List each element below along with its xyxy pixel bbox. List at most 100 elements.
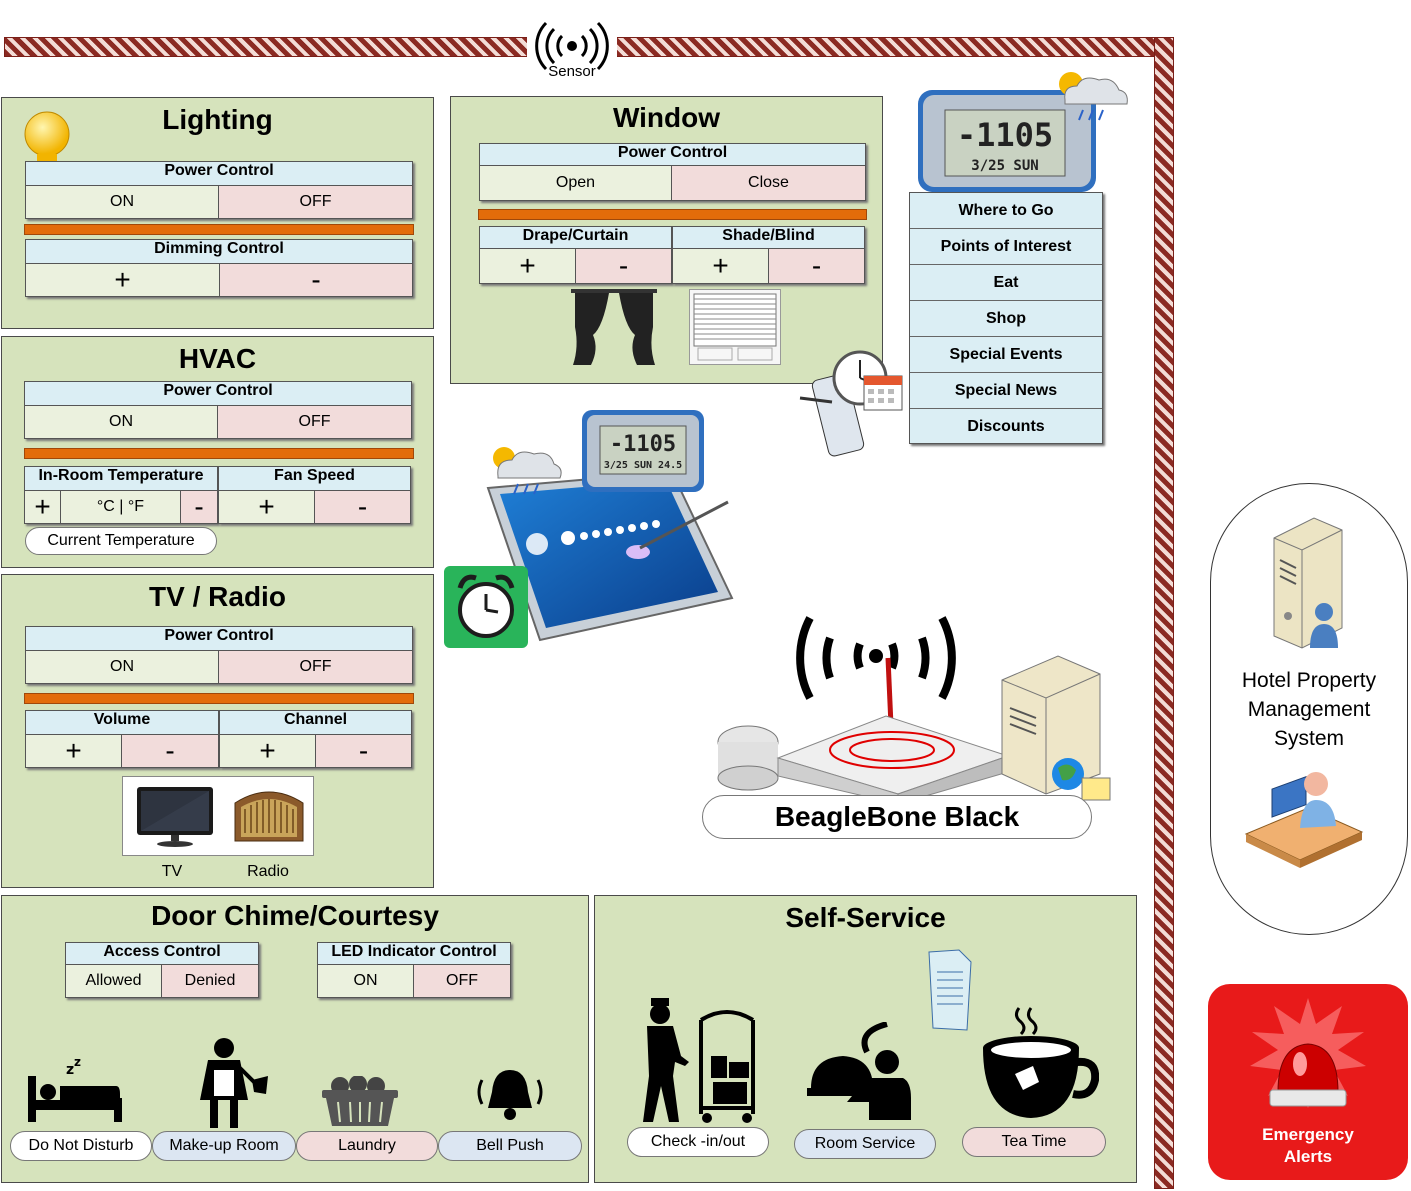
shade-plus-button[interactable]: + bbox=[673, 249, 769, 283]
siren-icon bbox=[1250, 998, 1366, 1108]
tv-channel-control: Channel + - bbox=[219, 710, 412, 768]
lighting-on-button[interactable]: ON bbox=[26, 186, 219, 218]
server-icon bbox=[1268, 516, 1348, 650]
menu-item-where-to-go[interactable]: Where to Go bbox=[910, 193, 1102, 229]
hvac-power-control: Power Control ON OFF bbox=[24, 381, 412, 439]
lighting-divider-bar bbox=[24, 224, 414, 235]
self-service-panel: Self-Service bbox=[594, 895, 1137, 1183]
window-power-control: Power Control Open Close bbox=[479, 143, 866, 201]
tv-off-button[interactable]: OFF bbox=[219, 651, 412, 683]
hvac-title: HVAC bbox=[178, 343, 257, 374]
drape-header: Drape/Curtain bbox=[480, 227, 671, 249]
room-service-button[interactable]: Room Service bbox=[794, 1129, 936, 1159]
lighting-dimming-header: Dimming Control bbox=[26, 240, 412, 264]
bellhop-icon bbox=[641, 996, 757, 1124]
beaglebone-router-icon bbox=[712, 598, 1116, 805]
access-denied-button[interactable]: Denied bbox=[162, 965, 258, 997]
svg-text:z: z bbox=[66, 1062, 74, 1078]
hvac-fan-minus-button[interactable]: - bbox=[315, 491, 410, 523]
led-off-button[interactable]: OFF bbox=[414, 965, 510, 997]
bell-push-button[interactable]: Bell Push bbox=[438, 1131, 582, 1161]
sleeping-bed-icon: z z bbox=[26, 1054, 126, 1124]
beaglebone-label[interactable]: BeagleBone Black bbox=[702, 795, 1092, 839]
hvac-power-header: Power Control bbox=[25, 382, 411, 406]
hvac-temp-unit-toggle[interactable]: °C | °F bbox=[61, 491, 181, 523]
lighting-title: Lighting bbox=[162, 104, 273, 135]
tv-radio-image-box bbox=[122, 776, 314, 856]
tea-time-button[interactable]: Tea Time bbox=[962, 1127, 1106, 1157]
hvac-fan-control: Fan Speed + - bbox=[218, 466, 411, 524]
window-title: Window bbox=[612, 102, 721, 133]
led-indicator-control: LED Indicator Control ON OFF bbox=[317, 942, 511, 998]
maid-icon bbox=[194, 1036, 270, 1130]
hvac-off-button[interactable]: OFF bbox=[218, 406, 411, 438]
menu-item-special-events[interactable]: Special Events bbox=[910, 337, 1102, 373]
led-indicator-header: LED Indicator Control bbox=[318, 943, 510, 965]
lighting-off-button[interactable]: OFF bbox=[219, 186, 412, 218]
tv-icon[interactable] bbox=[135, 785, 215, 849]
window-panel: Window Power Control Open Close Drape/Cu… bbox=[450, 96, 883, 384]
tv-radio-title: TV / Radio bbox=[149, 581, 286, 612]
hvac-on-button[interactable]: ON bbox=[25, 406, 218, 438]
shade-control: Shade/Blind + - bbox=[672, 226, 865, 284]
access-allowed-button[interactable]: Allowed bbox=[66, 965, 162, 997]
shade-minus-button[interactable]: - bbox=[769, 249, 864, 283]
lighting-dim-minus-button[interactable]: - bbox=[220, 264, 412, 296]
menu-item-eat[interactable]: Eat bbox=[910, 265, 1102, 301]
laundry-basket-icon bbox=[320, 1075, 400, 1128]
window-open-button[interactable]: Open bbox=[480, 166, 672, 200]
central-tablet-icon: -1105 3/25 SUN 24.5 bbox=[440, 402, 740, 652]
tv-channel-header: Channel bbox=[220, 711, 411, 735]
bell-icon bbox=[472, 1066, 548, 1126]
sensor-icon bbox=[527, 20, 617, 72]
tv-channel-plus-button[interactable]: + bbox=[220, 735, 316, 767]
blind-icon bbox=[689, 289, 781, 365]
led-on-button[interactable]: ON bbox=[318, 965, 414, 997]
weather-clock-icon: -1105 3/25 SUN bbox=[915, 62, 1133, 194]
drape-minus-button[interactable]: - bbox=[576, 249, 671, 283]
lighting-dimming-control: Dimming Control + - bbox=[25, 239, 413, 297]
self-service-title: Self-Service bbox=[785, 902, 946, 933]
window-power-header: Power Control bbox=[480, 144, 865, 166]
clock-date-text: 3/25 SUN bbox=[971, 158, 1038, 174]
sensor-label: Sensor bbox=[548, 63, 596, 80]
check-in-out-button[interactable]: Check -in/out bbox=[627, 1127, 769, 1157]
menu-item-shop[interactable]: Shop bbox=[910, 301, 1102, 337]
tv-power-control: Power Control ON OFF bbox=[25, 626, 413, 684]
tv-volume-control: Volume + - bbox=[25, 710, 219, 768]
tv-on-button[interactable]: ON bbox=[26, 651, 219, 683]
menu-item-points-of-interest[interactable]: Points of Interest bbox=[910, 229, 1102, 265]
current-temperature-button[interactable]: Current Temperature bbox=[25, 527, 217, 555]
hvac-temperature-header: In-Room Temperature bbox=[25, 467, 217, 491]
door-chime-panel: Door Chime/Courtesy Access Control Allow… bbox=[1, 895, 589, 1183]
hvac-temp-minus-button[interactable]: - bbox=[181, 491, 217, 523]
laundry-button[interactable]: Laundry bbox=[296, 1131, 438, 1161]
drape-plus-button[interactable]: + bbox=[480, 249, 576, 283]
tv-volume-plus-button[interactable]: + bbox=[26, 735, 122, 767]
guest-info-menu: Where to Go Points of Interest Eat Shop … bbox=[909, 192, 1103, 444]
tv-volume-header: Volume bbox=[26, 711, 218, 735]
tv-volume-minus-button[interactable]: - bbox=[122, 735, 218, 767]
room-service-icon bbox=[807, 1021, 917, 1122]
tv-radio-panel: TV / Radio Power Control ON OFF Volume +… bbox=[1, 574, 434, 888]
svg-text:-1105: -1105 bbox=[610, 432, 676, 457]
hvac-panel: HVAC Power Control ON OFF In-Room Temper… bbox=[1, 336, 434, 568]
window-divider-bar bbox=[478, 209, 867, 220]
door-chime-title: Door Chime/Courtesy bbox=[151, 900, 439, 931]
tv-channel-minus-button[interactable]: - bbox=[316, 735, 411, 767]
do-not-disturb-button[interactable]: Do Not Disturb bbox=[10, 1131, 152, 1161]
hvac-temp-plus-button[interactable]: + bbox=[25, 491, 61, 523]
emergency-alerts-button[interactable]: Emergency Alerts bbox=[1208, 984, 1408, 1180]
lighting-panel: Lighting Power Control ON OFF Dimming Co… bbox=[1, 97, 434, 329]
make-up-room-button[interactable]: Make-up Room bbox=[152, 1131, 296, 1161]
tablet-calendar-icon bbox=[798, 346, 906, 458]
hvac-fan-plus-button[interactable]: + bbox=[219, 491, 315, 523]
radio-icon[interactable] bbox=[231, 787, 307, 843]
menu-item-discounts[interactable]: Discounts bbox=[967, 418, 1045, 435]
drape-control: Drape/Curtain + - bbox=[479, 226, 672, 284]
menu-item-special-news[interactable]: Special News bbox=[910, 373, 1102, 409]
lighting-dim-plus-button[interactable]: + bbox=[26, 264, 220, 296]
hotel-pms-label: Hotel Property Management System bbox=[1241, 669, 1377, 750]
hvac-temperature-control: In-Room Temperature + °C | °F - bbox=[24, 466, 218, 524]
window-close-button[interactable]: Close bbox=[672, 166, 865, 200]
